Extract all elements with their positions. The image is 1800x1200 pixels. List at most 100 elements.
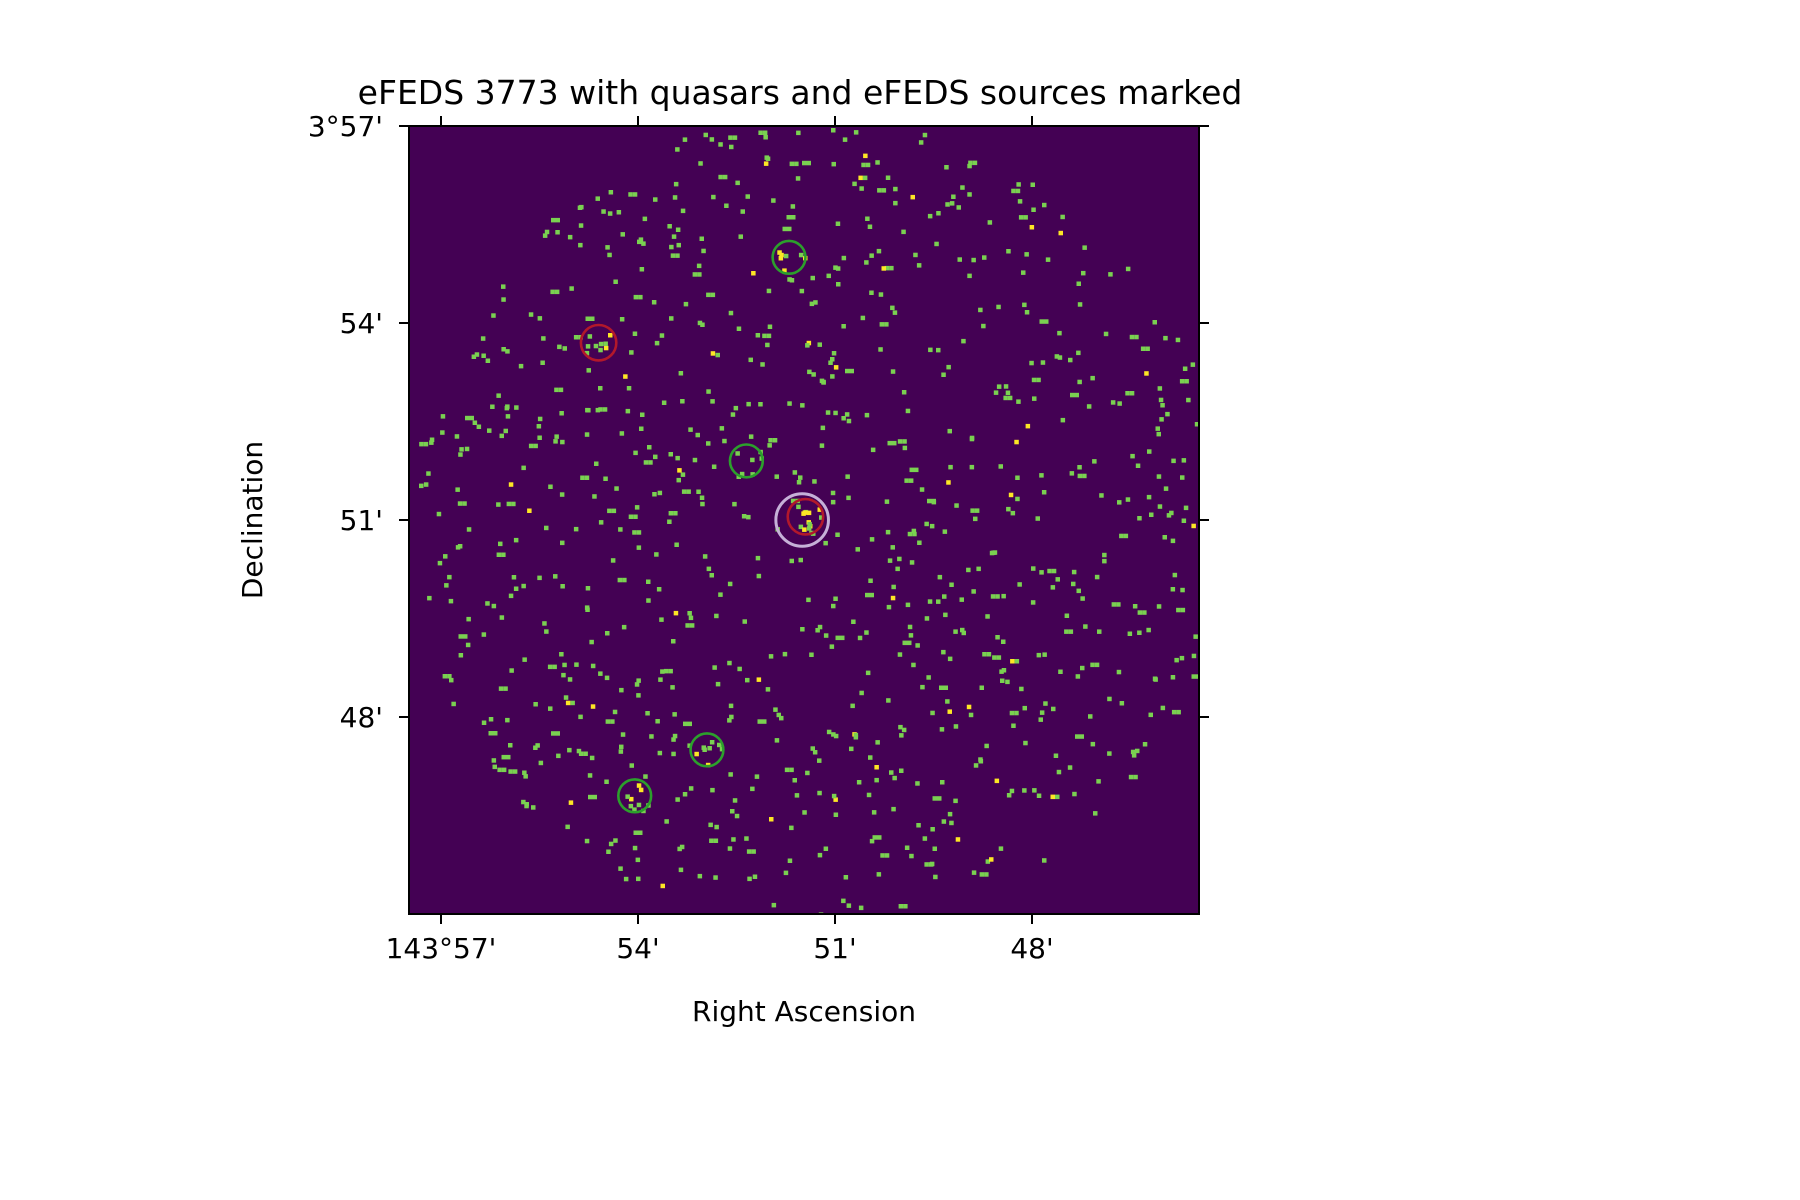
event-pixel	[871, 810, 877, 815]
event-pixel	[592, 794, 597, 800]
event-pixel	[1090, 741, 1096, 747]
event-pixel	[501, 297, 506, 302]
event-pixel	[746, 849, 752, 854]
event-pixel	[1144, 371, 1149, 376]
event-pixel	[877, 835, 882, 840]
event-pixel	[996, 384, 1002, 389]
event-pixel	[565, 824, 570, 830]
y-tick-label: 51'	[340, 504, 383, 537]
event-pixel	[901, 229, 906, 235]
event-pixel	[551, 731, 556, 736]
event-pixel	[567, 234, 573, 240]
event-pixel	[885, 175, 891, 180]
event-pixel	[522, 770, 527, 775]
event-pixel	[820, 425, 826, 431]
event-pixel	[673, 181, 679, 187]
event-pixel	[620, 732, 626, 737]
event-pixel	[619, 687, 624, 693]
event-pixel	[766, 288, 772, 294]
event-pixel	[1039, 473, 1044, 478]
event-pixel	[768, 654, 774, 659]
event-pixel	[594, 461, 599, 466]
event-pixel	[841, 416, 846, 421]
event-pixel	[1003, 395, 1008, 401]
event-pixel	[675, 797, 680, 802]
event-pixel	[1142, 742, 1148, 747]
event-pixel	[931, 499, 937, 505]
event-pixel	[782, 226, 787, 232]
event-pixel	[1036, 652, 1042, 658]
event-pixel	[605, 245, 610, 250]
event-pixel	[846, 903, 852, 908]
event-pixel	[996, 655, 1002, 660]
event-pixel	[869, 537, 875, 542]
event-pixel	[1010, 659, 1015, 664]
event-pixel	[813, 300, 818, 305]
event-pixel	[941, 819, 947, 824]
event-pixel	[570, 700, 575, 706]
event-pixel	[881, 266, 886, 271]
event-pixel	[732, 798, 738, 803]
event-pixel	[639, 267, 645, 272]
event-pixel	[1017, 199, 1023, 204]
event-pixel	[641, 241, 646, 246]
event-pixel	[1031, 207, 1036, 212]
event-pixel	[1156, 431, 1161, 437]
event-pixel	[496, 552, 502, 557]
event-pixel	[869, 253, 874, 258]
event-pixel	[657, 490, 663, 496]
event-pixel	[1130, 749, 1136, 755]
event-pixel	[727, 846, 733, 851]
event-pixel	[859, 186, 864, 191]
event-pixel	[1093, 811, 1098, 816]
event-pixel	[1032, 788, 1037, 793]
event-pixel	[602, 407, 608, 412]
event-pixel	[1077, 465, 1082, 470]
event-pixel	[936, 211, 941, 216]
event-pixel	[457, 544, 463, 549]
event-pixel	[794, 161, 799, 167]
event-pixel	[905, 602, 911, 608]
event-pixel	[875, 740, 880, 745]
event-pixel	[555, 217, 560, 223]
event-pixel	[830, 357, 835, 362]
event-pixel	[865, 162, 871, 168]
event-pixel	[961, 338, 966, 344]
event-pixel	[807, 521, 812, 527]
event-pixel	[864, 412, 870, 418]
event-pixel	[580, 475, 585, 480]
event-pixel	[1077, 379, 1082, 385]
event-pixel	[1131, 753, 1137, 758]
event-pixel	[967, 192, 972, 197]
event-pixel	[1170, 675, 1176, 680]
event-pixel	[511, 575, 517, 580]
event-pixel	[608, 841, 614, 847]
event-pixel	[874, 765, 879, 770]
event-pixel	[448, 598, 454, 604]
event-pixel	[492, 764, 497, 770]
event-pixel	[1116, 602, 1121, 607]
event-pixel	[505, 717, 510, 723]
event-pixel	[616, 210, 622, 215]
event-pixel	[672, 733, 678, 739]
event-pixel	[899, 768, 904, 773]
event-pixel	[971, 589, 976, 594]
event-pixel	[481, 632, 487, 637]
event-pixel	[756, 118, 761, 123]
event-pixel	[498, 686, 504, 691]
event-pixel	[661, 400, 667, 405]
event-pixel	[984, 872, 989, 877]
event-pixel	[1176, 607, 1181, 613]
event-pixel	[1022, 788, 1027, 793]
event-pixel	[880, 853, 885, 858]
event-pixel	[1191, 674, 1196, 679]
event-pixel	[638, 294, 643, 300]
event-pixel	[584, 350, 590, 356]
event-pixel	[728, 703, 734, 709]
event-pixel	[447, 574, 452, 580]
event-pixel	[462, 501, 467, 506]
event-pixel	[603, 476, 608, 481]
event-pixel	[728, 135, 733, 140]
event-pixel	[841, 324, 846, 329]
event-pixel	[667, 519, 672, 524]
